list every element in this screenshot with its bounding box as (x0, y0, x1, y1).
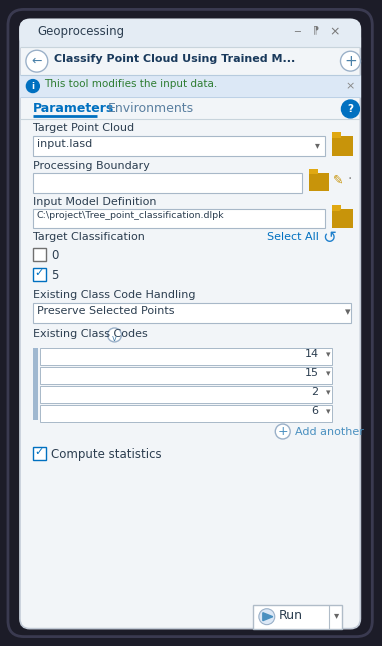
Bar (40, 367, 332, 384)
Text: ▾: ▾ (325, 369, 330, 378)
Bar (332, 205, 342, 211)
Text: ⁋: ⁋ (312, 25, 319, 36)
Text: ×: × (330, 25, 340, 38)
Text: ✓: ✓ (34, 268, 43, 278)
Text: ✓: ✓ (34, 448, 43, 457)
Text: ↺: ↺ (322, 229, 337, 247)
Bar (332, 132, 342, 138)
Bar (332, 209, 353, 229)
FancyBboxPatch shape (8, 10, 372, 636)
Circle shape (340, 51, 360, 71)
Circle shape (26, 50, 48, 72)
Bar (33, 136, 325, 156)
Polygon shape (263, 612, 273, 621)
Text: ─: ─ (294, 27, 299, 37)
Text: Select All: Select All (267, 233, 319, 242)
Bar (33, 248, 46, 261)
Text: 🗁: 🗁 (338, 209, 346, 224)
Text: 5: 5 (51, 269, 58, 282)
Text: +: + (344, 54, 357, 68)
Bar (33, 448, 46, 461)
Text: Compute statistics: Compute statistics (51, 448, 162, 461)
Text: i: i (31, 81, 34, 90)
Text: Geoprocessing: Geoprocessing (38, 25, 125, 38)
Bar (309, 169, 317, 174)
Text: Processing Boundary: Processing Boundary (33, 161, 150, 171)
Text: ▾: ▾ (345, 307, 351, 317)
Text: v: v (112, 334, 117, 343)
Circle shape (259, 609, 275, 625)
Bar (253, 605, 343, 629)
Bar (33, 209, 325, 229)
Text: 15: 15 (304, 368, 319, 378)
Bar (40, 348, 332, 365)
Bar (332, 136, 353, 156)
Bar (40, 404, 332, 422)
Bar (40, 386, 332, 402)
Text: 2: 2 (311, 387, 319, 397)
Bar (33, 172, 302, 193)
Text: Input Model Definition: Input Model Definition (33, 196, 156, 207)
Text: Existing Class Code Handling: Existing Class Code Handling (33, 290, 195, 300)
Text: This tool modifies the input data.: This tool modifies the input data. (44, 79, 217, 89)
Bar (33, 348, 38, 419)
Bar (33, 303, 351, 323)
Circle shape (275, 424, 290, 439)
FancyBboxPatch shape (20, 19, 360, 629)
Text: ▾: ▾ (325, 406, 330, 415)
Text: C:\project\Tree_point_classification.dlpk: C:\project\Tree_point_classification.dlp… (37, 211, 225, 220)
Text: ×: × (346, 81, 355, 91)
Text: 0: 0 (51, 249, 58, 262)
Text: +: + (277, 425, 288, 438)
Text: Existing Class Codes: Existing Class Codes (33, 329, 147, 339)
Text: ✎: ✎ (332, 174, 343, 187)
Text: Classify Point Cloud Using Trained M...: Classify Point Cloud Using Trained M... (54, 54, 295, 64)
Text: Environments: Environments (107, 102, 194, 115)
Text: input.lasd: input.lasd (37, 139, 92, 149)
Bar (33, 268, 46, 281)
Text: 14: 14 (304, 349, 319, 359)
Text: 6: 6 (312, 406, 319, 415)
Circle shape (107, 328, 121, 342)
Text: Target Classification: Target Classification (33, 233, 145, 242)
Text: 🗁: 🗁 (315, 174, 322, 187)
Text: 🗁: 🗁 (338, 137, 346, 151)
Text: ·: · (348, 172, 352, 185)
Text: ▾: ▾ (333, 610, 339, 620)
Text: Parameters: Parameters (33, 102, 114, 115)
Circle shape (342, 100, 359, 118)
Text: Add another: Add another (295, 426, 364, 437)
Text: Preserve Selected Points: Preserve Selected Points (37, 306, 174, 316)
Text: ?: ? (348, 104, 353, 114)
Text: Run: Run (279, 609, 303, 621)
Bar (20, 37, 360, 47)
Text: ▾: ▾ (325, 350, 330, 359)
Text: Target Point Cloud: Target Point Cloud (33, 123, 134, 133)
Bar (309, 172, 329, 191)
Bar (20, 75, 360, 97)
Text: ←: ← (32, 55, 42, 68)
Circle shape (26, 79, 39, 92)
FancyBboxPatch shape (20, 19, 360, 47)
Text: ▾: ▾ (325, 388, 330, 397)
Text: ▾: ▾ (315, 140, 319, 150)
